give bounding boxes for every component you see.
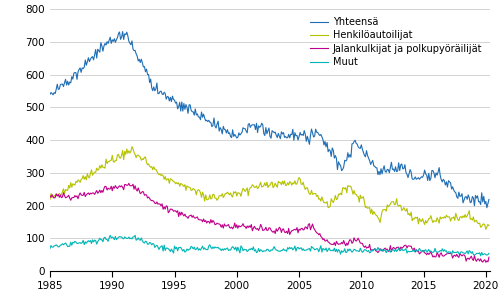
- Yhteensä: [474, 194, 480, 198]
- Henkilöautoilijat: [295, 178, 301, 182]
- Jalankulkijat ja polkupyöräilijät: [295, 231, 301, 235]
- Jalankulkijat ja polkupyöräilijät: [412, 250, 418, 254]
- Jalankulkijat ja polkupyöräilijät: [122, 183, 128, 186]
- Henkilöautoilijat: [347, 184, 353, 188]
- Jalankulkijat ja polkupyöräilijät: [430, 255, 436, 259]
- Muut: [412, 249, 418, 252]
- Henkilöautoilijat: [483, 227, 489, 231]
- Muut: [132, 233, 138, 237]
- Yhteensä: [295, 138, 301, 142]
- Henkilöautoilijat: [122, 149, 128, 153]
- Yhteensä: [347, 153, 353, 156]
- Jalankulkijat ja polkupyöräilijät: [483, 260, 489, 264]
- Jalankulkijat ja polkupyöräilijät: [347, 238, 353, 241]
- Line: Jalankulkijat ja polkupyöräilijät: Jalankulkijat ja polkupyöräilijät: [50, 183, 489, 262]
- Jalankulkijat ja polkupyöräilijät: [486, 255, 492, 259]
- Yhteensä: [123, 33, 129, 37]
- Yhteensä: [430, 169, 436, 172]
- Legend: Yhteensä, Henkilöautoilijat, Jalankulkijat ja polkupyöräilijät, Muut: Yhteensä, Henkilöautoilijat, Jalankulkij…: [308, 14, 485, 70]
- Yhteensä: [47, 92, 53, 96]
- Henkilöautoilijat: [129, 145, 135, 148]
- Line: Henkilöautoilijat: Henkilöautoilijat: [50, 147, 489, 229]
- Yhteensä: [484, 206, 490, 209]
- Jalankulkijat ja polkupyöräilijät: [47, 194, 53, 198]
- Yhteensä: [120, 30, 126, 33]
- Jalankulkijat ja polkupyöräilijät: [474, 257, 480, 261]
- Jalankulkijat ja polkupyöräilijät: [126, 181, 132, 185]
- Yhteensä: [412, 175, 418, 179]
- Henkilöautoilijat: [430, 221, 436, 225]
- Henkilöautoilijat: [412, 215, 418, 219]
- Henkilöautoilijat: [486, 224, 492, 227]
- Henkilöautoilijat: [474, 221, 480, 225]
- Line: Yhteensä: Yhteensä: [50, 31, 489, 208]
- Muut: [347, 247, 353, 251]
- Muut: [430, 250, 436, 254]
- Muut: [47, 247, 53, 250]
- Muut: [486, 252, 492, 255]
- Henkilöautoilijat: [47, 197, 53, 201]
- Muut: [474, 251, 480, 255]
- Muut: [295, 245, 301, 249]
- Muut: [122, 235, 128, 239]
- Yhteensä: [486, 197, 492, 201]
- Muut: [478, 254, 484, 258]
- Line: Muut: Muut: [50, 235, 489, 256]
